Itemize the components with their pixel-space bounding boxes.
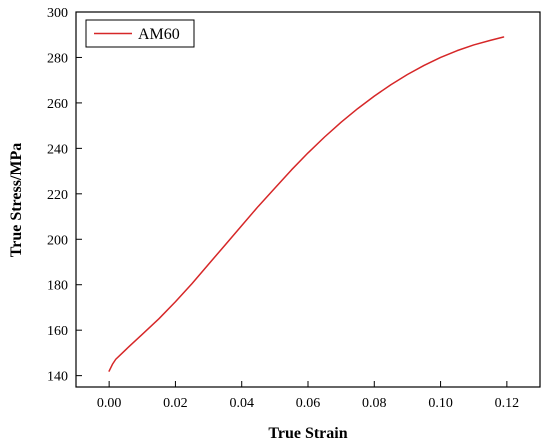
axis-ticks: 0.00 0.02 0.04 0.06 0.08 0.10 0.12 140 160 180 200… <box>47 6 519 411</box>
x-tick-label: 0.12 <box>495 396 520 411</box>
x-axis-title: True Strain <box>268 425 347 442</box>
x-tick-label: 0.04 <box>229 396 254 411</box>
series-line-am60 <box>108 36 505 372</box>
y-tick-label: 160 <box>47 324 68 339</box>
x-tick-label: 0.02 <box>163 396 188 411</box>
x-tick-label: 0.10 <box>428 396 453 411</box>
y-tick-label: 220 <box>47 188 68 203</box>
y-tick-label: 240 <box>47 142 68 157</box>
series-layer <box>108 36 505 372</box>
y-tick-label: 280 <box>47 51 68 66</box>
y-tick-label: 180 <box>47 279 68 294</box>
y-tick-label: 260 <box>47 97 68 112</box>
y-tick-label: 200 <box>47 233 68 248</box>
x-tick-label: 0.06 <box>296 396 321 411</box>
x-tick-label: 0.00 <box>97 396 122 411</box>
y-tick-label: 300 <box>47 6 68 21</box>
y-tick-label: 140 <box>47 370 68 385</box>
y-axis-title: True Stress/MPa <box>8 143 25 258</box>
legend-label-am60: AM60 <box>138 26 180 43</box>
x-tick-label: 0.08 <box>362 396 387 411</box>
legend: AM60 <box>85 19 195 48</box>
